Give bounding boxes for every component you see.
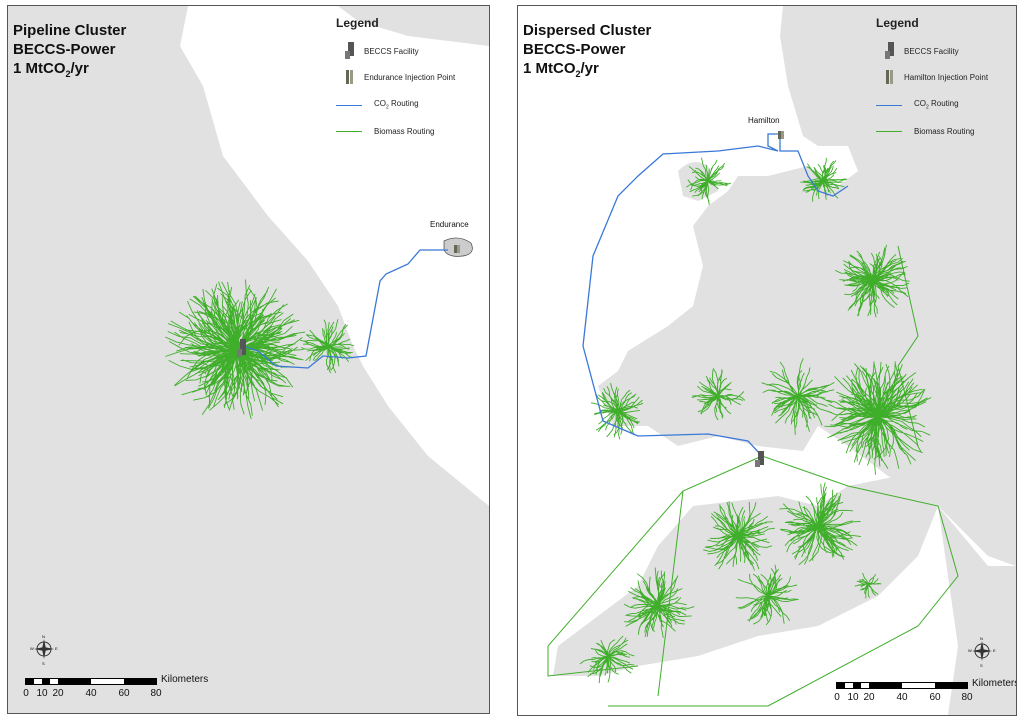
place-label-hamilton: Hamilton xyxy=(748,116,780,125)
compass-rose-icon: N S W E xyxy=(968,635,996,672)
injection-point-icon xyxy=(778,131,784,139)
co2-route xyxy=(582,133,849,457)
dispersed-cluster-map: Dispersed Cluster BECCS-Power 1 MtCO2/yr … xyxy=(517,5,1017,716)
land-area xyxy=(938,506,1016,715)
map-canvas xyxy=(8,6,489,713)
compass-rose-icon: N S W E xyxy=(30,633,58,670)
place-label-endurance: Endurance xyxy=(430,220,469,229)
biomass-route-cluster xyxy=(579,635,635,684)
pipeline-cluster-map: Pipeline Cluster BECCS-Power 1 MtCO2/yr L… xyxy=(7,5,490,714)
svg-text:S: S xyxy=(980,663,983,667)
land-area xyxy=(598,6,1016,566)
co2-route-swatch xyxy=(336,104,362,106)
svg-text:E: E xyxy=(993,648,996,653)
beccs-facility-icon xyxy=(237,339,246,357)
beccs-facility-icon xyxy=(876,42,904,60)
map-title: Dispersed Cluster BECCS-Power 1 MtCO2/yr xyxy=(523,22,652,79)
biomass-route-swatch xyxy=(336,130,362,132)
biomass-route-cluster xyxy=(590,382,644,440)
injection-point-icon xyxy=(454,245,460,253)
map-canvas xyxy=(518,6,1016,715)
biomass-routing-network xyxy=(547,157,959,707)
co2-route-swatch xyxy=(876,104,902,106)
scale-bar: Kilometers 0 10 20 40 60 80 xyxy=(834,678,1017,703)
biomass-route-cluster xyxy=(691,368,746,421)
map-title: Pipeline Cluster BECCS-Power 1 MtCO2/yr xyxy=(13,22,127,79)
biomass-route-cluster xyxy=(854,572,882,599)
svg-text:N: N xyxy=(980,636,983,641)
injection-point-icon xyxy=(876,70,904,84)
co2-route xyxy=(242,249,448,369)
injection-point-icon xyxy=(336,70,364,84)
biomass-route-cluster xyxy=(735,564,799,626)
beccs-facility-icon xyxy=(755,451,764,467)
biomass-route-cluster xyxy=(300,319,355,374)
co2-routing-label: CO2 Routing xyxy=(914,99,959,111)
biomass-routing-network xyxy=(165,279,355,420)
biomass-route-swatch xyxy=(876,130,902,132)
land-area xyxy=(338,6,489,46)
svg-text:W: W xyxy=(30,646,34,651)
biomass-route-cluster xyxy=(165,279,306,420)
co2-routing-label: CO2 Routing xyxy=(374,99,419,111)
biomass-route-cluster xyxy=(703,501,775,571)
svg-text:E: E xyxy=(55,646,58,651)
svg-text:S: S xyxy=(42,661,45,665)
biomass-route-cluster xyxy=(824,361,932,475)
biomass-route-cluster xyxy=(835,244,910,318)
legend: Legend BECCS Facility Hamilton Injection… xyxy=(876,16,989,136)
svg-text:N: N xyxy=(42,634,45,639)
legend: Legend BECCS Facility Endurance Injectio… xyxy=(336,16,456,136)
svg-text:W: W xyxy=(968,648,972,653)
biomass-route-trunk xyxy=(547,245,959,707)
beccs-facility-icon xyxy=(336,42,364,60)
biomass-route-cluster xyxy=(686,157,732,205)
scale-bar: Kilometers 0 10 20 40 60 80 xyxy=(23,674,209,699)
biomass-route-cluster xyxy=(761,358,835,435)
biomass-route-cluster xyxy=(779,482,862,566)
biomass-route-cluster xyxy=(800,157,848,202)
